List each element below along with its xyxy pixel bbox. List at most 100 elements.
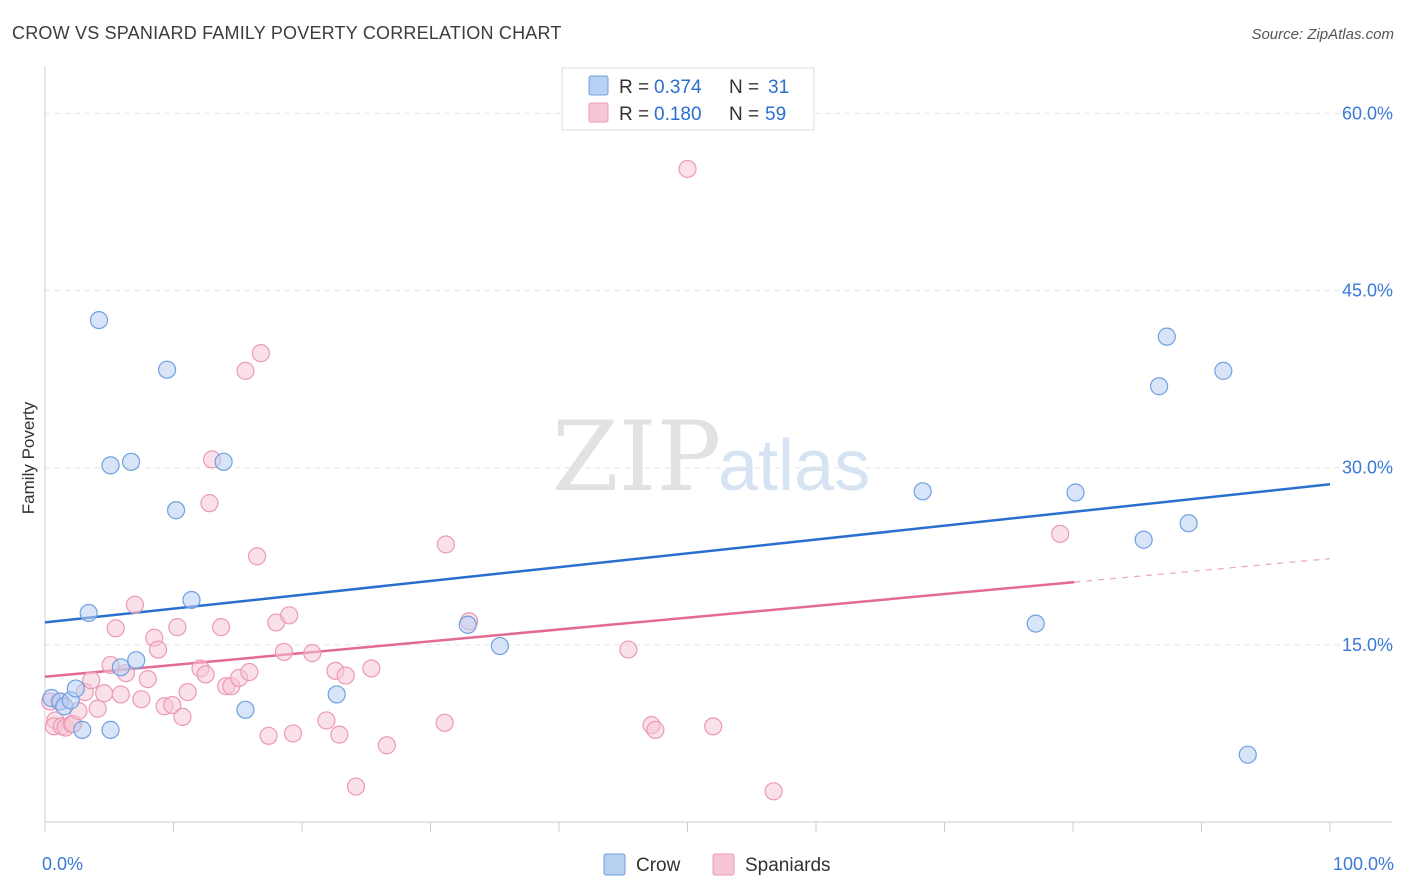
legend-r-label-spaniards: R = xyxy=(619,104,649,125)
chart-source: Source: ZipAtlas.com xyxy=(1251,26,1394,43)
point-spaniards-47 xyxy=(330,725,349,744)
point-spaniards-35 xyxy=(240,662,259,682)
point-crow-23 xyxy=(1066,483,1085,502)
watermark-zip: ZIP xyxy=(552,401,721,513)
series-legend-label-crow: Crow xyxy=(636,855,681,876)
point-crow-8 xyxy=(101,720,120,739)
point-spaniards-43 xyxy=(283,724,303,743)
point-spaniards-25 xyxy=(173,707,192,726)
point-spaniards-60 xyxy=(764,782,783,801)
point-crow-14 xyxy=(166,501,186,520)
point-spaniards-58 xyxy=(678,159,697,179)
point-crow-16 xyxy=(214,452,233,471)
point-spaniards-36 xyxy=(236,361,255,380)
point-spaniards-57 xyxy=(646,720,665,739)
point-spaniards-23 xyxy=(163,695,182,715)
y-tick-label-1: 30.0% xyxy=(1342,458,1393,478)
point-crow-22 xyxy=(1026,614,1045,633)
watermark: ZIP atlas xyxy=(552,401,870,513)
trend-lines xyxy=(44,483,1331,678)
point-spaniards-41 xyxy=(274,642,294,662)
point-spaniards-61 xyxy=(1051,524,1070,543)
point-crow-13 xyxy=(157,360,177,379)
legend-r-value-spaniards: 0.180 xyxy=(654,104,702,125)
point-spaniards-17 xyxy=(125,595,145,614)
point-spaniards-52 xyxy=(435,713,454,732)
series-legend-swatch-spaniards xyxy=(712,853,735,876)
legend-n-label-crow: N = xyxy=(729,77,759,98)
chart-title: CROW VS SPANIARD FAMILY POVERTY CORRELAT… xyxy=(12,23,562,43)
point-crow-20 xyxy=(490,636,509,656)
point-crow-27 xyxy=(1179,514,1198,533)
x-tick-labels: 0.0% 100.0% xyxy=(42,854,1394,874)
point-spaniards-31 xyxy=(211,618,231,637)
series-legend: Crow Spaniards xyxy=(603,853,831,876)
point-spaniards-49 xyxy=(346,777,366,796)
point-spaniards-19 xyxy=(138,670,157,689)
point-spaniards-21 xyxy=(148,640,168,659)
point-spaniards-12 xyxy=(95,684,114,703)
point-crow-29 xyxy=(1238,745,1257,764)
point-spaniards-55 xyxy=(619,640,638,659)
point-spaniards-50 xyxy=(362,659,381,678)
trend-line-extension-spaniards xyxy=(1074,558,1331,583)
point-spaniards-51 xyxy=(377,736,396,755)
legend-n-value-crow: 31 xyxy=(768,77,789,98)
point-crow-9 xyxy=(101,456,120,475)
point-spaniards-28 xyxy=(196,665,215,684)
point-crow-18 xyxy=(327,685,346,704)
point-crow-10 xyxy=(111,658,130,677)
y-tick-labels: 15.0% 30.0% 45.0% 60.0% xyxy=(1342,103,1393,654)
legend-r-label-crow: R = xyxy=(619,77,649,98)
y-tick-label-2: 45.0% xyxy=(1342,281,1393,301)
legend-swatch-spaniards xyxy=(588,102,609,123)
series-legend-swatch-crow xyxy=(603,853,626,876)
point-spaniards-14 xyxy=(106,619,125,638)
series-legend-label-spaniards: Spaniards xyxy=(745,855,831,876)
point-crow-4 xyxy=(66,679,85,698)
data-points xyxy=(41,159,1257,801)
point-crow-5 xyxy=(73,720,92,739)
x-tick-label-1: 100.0% xyxy=(1333,854,1394,874)
point-crow-28 xyxy=(1214,361,1233,380)
point-spaniards-18 xyxy=(132,690,151,709)
trend-line-spaniards xyxy=(44,580,1075,678)
point-spaniards-10 xyxy=(82,671,101,690)
point-spaniards-59 xyxy=(704,717,723,736)
point-spaniards-48 xyxy=(336,666,355,685)
point-crow-24 xyxy=(1134,530,1153,549)
point-crow-26 xyxy=(1157,327,1176,346)
legend-n-label-spaniards: N = xyxy=(729,104,759,125)
y-axis-title: Family Poverty xyxy=(19,401,38,514)
point-spaniards-37 xyxy=(247,547,267,566)
point-crow-7 xyxy=(89,310,109,330)
point-crow-19 xyxy=(458,615,477,634)
legend-n-value-spaniards: 59 xyxy=(765,104,786,125)
legend-swatch-crow xyxy=(588,75,609,96)
point-crow-25 xyxy=(1149,377,1169,396)
legend-r-value-crow: 0.374 xyxy=(654,77,702,98)
point-crow-17 xyxy=(236,700,255,719)
point-crow-11 xyxy=(121,452,141,471)
point-crow-12 xyxy=(127,651,146,670)
stats-legend: R = 0.374 N = 31 R = 0.180 N = 59 xyxy=(561,67,815,131)
point-spaniards-26 xyxy=(178,682,197,702)
point-crow-6 xyxy=(79,603,98,623)
y-tick-label-3: 60.0% xyxy=(1342,103,1393,123)
point-spaniards-42 xyxy=(280,606,299,625)
point-spaniards-30 xyxy=(200,494,219,513)
trend-line-crow xyxy=(44,483,1331,624)
point-spaniards-15 xyxy=(111,685,130,704)
x-tick-label-0: 0.0% xyxy=(42,854,83,874)
point-spaniards-45 xyxy=(317,711,336,730)
point-spaniards-39 xyxy=(259,726,278,745)
point-spaniards-38 xyxy=(251,344,270,363)
point-spaniards-24 xyxy=(168,618,187,637)
point-crow-21 xyxy=(913,482,932,501)
point-spaniards-44 xyxy=(303,644,322,663)
point-crow-15 xyxy=(182,590,201,610)
y-tick-label-0: 15.0% xyxy=(1342,635,1393,655)
point-spaniards-53 xyxy=(436,535,456,554)
point-spaniards-11 xyxy=(88,699,107,718)
